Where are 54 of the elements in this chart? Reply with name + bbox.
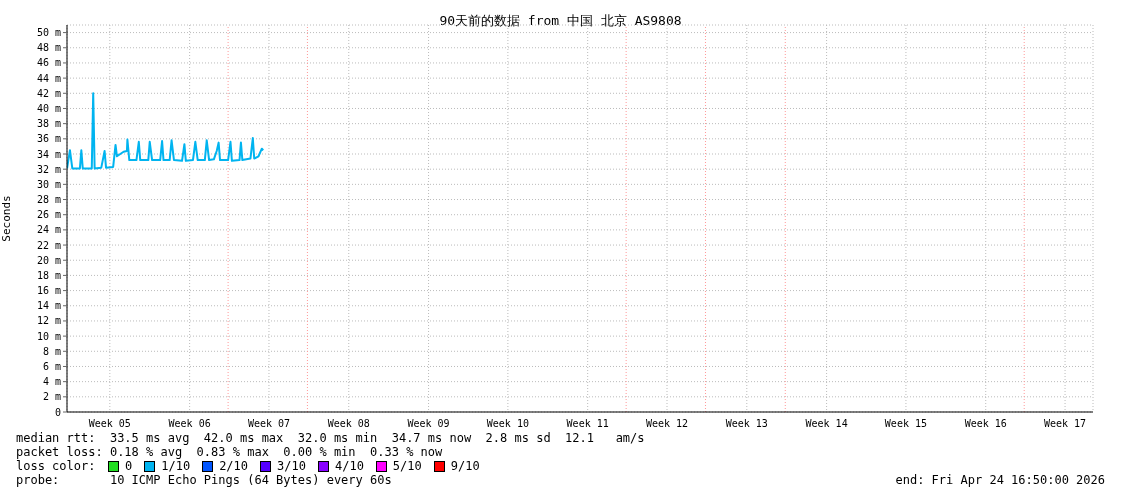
y-tick-label: 6 m xyxy=(42,361,61,373)
y-tick-label: 10 m xyxy=(36,330,61,342)
x-tick-label: Week 13 xyxy=(725,418,768,430)
y-tick-label: 42 m xyxy=(36,87,61,99)
text: 1/10 xyxy=(160,459,191,473)
y-tick-label: 32 m xyxy=(36,163,61,175)
y-tick-label: 30 m xyxy=(36,178,61,190)
y-tick-label: 46 m xyxy=(36,57,61,69)
text: 0 xyxy=(124,459,133,473)
y-tick-label: 14 m xyxy=(36,300,61,312)
y-tick-label: 22 m xyxy=(36,239,61,251)
text: median rtt: 33.5 ms avg 42.0 ms max 32.0 ms min 34.7 ms now 2.8 ms sd 12.1 am/s xyxy=(16,431,645,445)
text: 2/10 xyxy=(218,459,249,473)
x-tick-label: Week 07 xyxy=(247,418,291,430)
x-tick-label: Week 15 xyxy=(884,418,928,430)
y-tick-label: 50 m xyxy=(36,27,61,39)
x-tick-label: Week 08 xyxy=(327,418,370,430)
y-tick-label: 2 m xyxy=(42,391,61,403)
y-tick-label: 0 xyxy=(54,406,61,418)
y-tick-label: 18 m xyxy=(36,269,61,281)
x-tick-label: Week 17 xyxy=(1043,418,1087,430)
y-tick-label: 34 m xyxy=(36,148,61,160)
y-axis-title: Seconds xyxy=(0,195,13,242)
x-tick-label: Week 10 xyxy=(486,418,529,430)
x-tick-label: Week 11 xyxy=(566,418,609,430)
y-tick-label: 36 m xyxy=(36,133,61,145)
text: 3/10 xyxy=(276,459,306,473)
x-tick-label: Week 14 xyxy=(805,418,848,430)
x-tick-label: Week 06 xyxy=(168,418,211,430)
text: 9/10 xyxy=(449,459,480,473)
text: end: Fri Apr 24 16:50:00 2026 xyxy=(895,473,1105,487)
text: probe: 10 ICMP Echo Pings (64 Bytes) every 60s xyxy=(16,473,392,487)
line-series xyxy=(67,92,265,170)
y-tick-label: 44 m xyxy=(36,72,61,84)
y-tick-label: 8 m xyxy=(42,345,61,357)
y-tick-label: 12 m xyxy=(36,315,61,327)
text: 5/10 xyxy=(391,459,422,473)
y-tick-label: 26 m xyxy=(36,209,61,221)
text: 4/10 xyxy=(333,459,364,473)
y-tick-label: 24 m xyxy=(36,224,61,236)
y-tick-label: 40 m xyxy=(36,103,61,115)
x-tick-label: Week 12 xyxy=(645,418,689,430)
y-tick-label: 48 m xyxy=(36,42,61,54)
x-tick-label: Week 16 xyxy=(964,418,1007,430)
chart-title: 90天前的数据 from 中国 北京 AS9808 xyxy=(439,13,682,28)
y-tick-label: 20 m xyxy=(36,254,61,266)
y-tick-label: 28 m xyxy=(36,194,61,206)
text: loss color: xyxy=(16,459,97,473)
y-tick-label: 4 m xyxy=(42,376,61,388)
x-tick-label: Week 09 xyxy=(407,418,450,430)
x-tick-label: Week 05 xyxy=(88,418,131,430)
text: packet loss: 0.18 % avg 0.83 % max 0.00 % min 0.33 % now xyxy=(16,445,443,459)
y-tick-label: 38 m xyxy=(36,118,61,130)
y-tick-label: 16 m xyxy=(36,285,61,297)
